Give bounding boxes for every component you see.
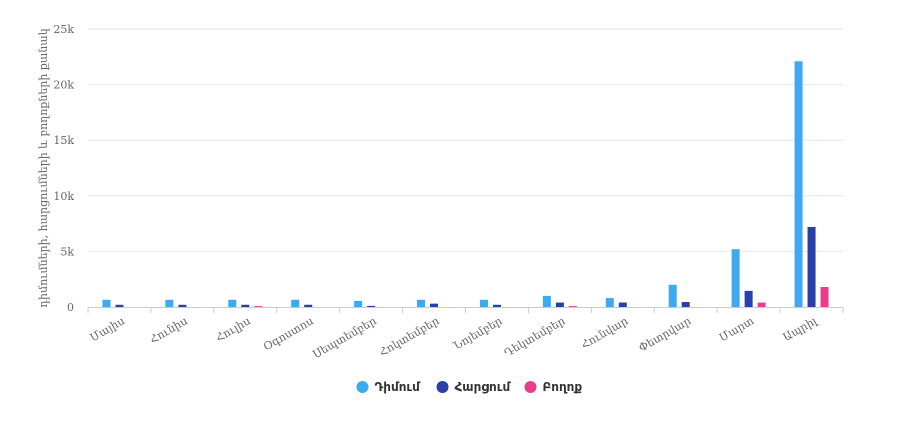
bar[interactable] bbox=[668, 284, 677, 307]
bar[interactable] bbox=[744, 290, 753, 307]
legend-item[interactable]: Բողոք bbox=[524, 380, 583, 394]
x-axis-ticks: Մայիս Հունիս Հուլիս ՕգոստոսՍեպտեմբերՀոկտեմբ… bbox=[87, 307, 844, 361]
legend-item[interactable]: Հարցում bbox=[436, 380, 512, 394]
bar[interactable] bbox=[254, 306, 263, 307]
x-tick-label: Դեկտեմբեր bbox=[502, 314, 568, 359]
x-tick-label: Հուլիս bbox=[214, 314, 253, 344]
x-tick-label: Մարտ bbox=[717, 314, 756, 344]
y-tick-label: 10k bbox=[53, 190, 74, 203]
legend-marker bbox=[356, 381, 369, 393]
bar[interactable] bbox=[807, 226, 816, 307]
legend-label: Բողոք bbox=[543, 380, 583, 394]
legend-marker bbox=[436, 381, 449, 393]
bar[interactable] bbox=[304, 304, 313, 307]
bar[interactable] bbox=[354, 300, 363, 307]
bar[interactable] bbox=[681, 301, 690, 307]
x-tick-label: Ապրիլ bbox=[781, 314, 821, 344]
y-axis-label: դիմումների, հարցումների և բողոքների քանա… bbox=[37, 28, 50, 307]
legend: Դիմում Հարցում Բողոք bbox=[356, 380, 583, 394]
bar[interactable] bbox=[241, 304, 250, 307]
bars bbox=[102, 61, 829, 307]
bar[interactable] bbox=[820, 286, 829, 307]
legend-item[interactable]: Դիմում bbox=[356, 380, 422, 394]
x-tick-label: Սեպտեմբեր bbox=[311, 314, 379, 361]
bar[interactable] bbox=[542, 295, 551, 307]
legend-label: Հարցում bbox=[455, 380, 512, 394]
x-tick-label: Փետրվար bbox=[637, 314, 694, 354]
bar[interactable] bbox=[102, 299, 111, 307]
bar[interactable] bbox=[618, 302, 627, 307]
bar[interactable] bbox=[417, 299, 426, 307]
bar[interactable] bbox=[555, 302, 564, 307]
x-tick-label: Նոյեմբեր bbox=[450, 314, 504, 353]
gridlines bbox=[88, 28, 843, 252]
bar[interactable] bbox=[794, 61, 803, 307]
y-tick-label: 20k bbox=[53, 79, 74, 92]
bar[interactable] bbox=[492, 304, 501, 307]
bar[interactable] bbox=[367, 305, 376, 307]
y-tick-label: 5k bbox=[60, 245, 74, 258]
bar[interactable] bbox=[178, 304, 187, 307]
bar[interactable] bbox=[479, 299, 488, 307]
bar[interactable] bbox=[757, 302, 766, 307]
bar[interactable] bbox=[165, 299, 174, 307]
x-tick-label: Մայիս bbox=[88, 314, 127, 344]
y-axis-ticks: 0 5k 10k 15k 20k 25k bbox=[53, 23, 74, 314]
bar[interactable] bbox=[115, 304, 124, 307]
legend-marker bbox=[524, 381, 537, 393]
legend-label: Դիմում bbox=[375, 380, 422, 394]
bar[interactable] bbox=[568, 306, 577, 307]
x-tick-label: Հոկտեմբեր bbox=[377, 314, 441, 359]
y-tick-label: 0 bbox=[67, 301, 74, 314]
bar[interactable] bbox=[731, 249, 740, 307]
bar[interactable] bbox=[605, 298, 614, 307]
bar[interactable] bbox=[228, 299, 237, 307]
x-tick-label: Հունիս bbox=[147, 314, 189, 346]
y-tick-label: 15k bbox=[53, 134, 74, 147]
y-tick-label: 25k bbox=[53, 23, 74, 36]
bar[interactable] bbox=[291, 299, 300, 307]
x-tick-label: Հունվար bbox=[579, 314, 630, 351]
bar[interactable] bbox=[430, 303, 439, 307]
x-tick-label: Օգոստոս bbox=[261, 314, 316, 353]
